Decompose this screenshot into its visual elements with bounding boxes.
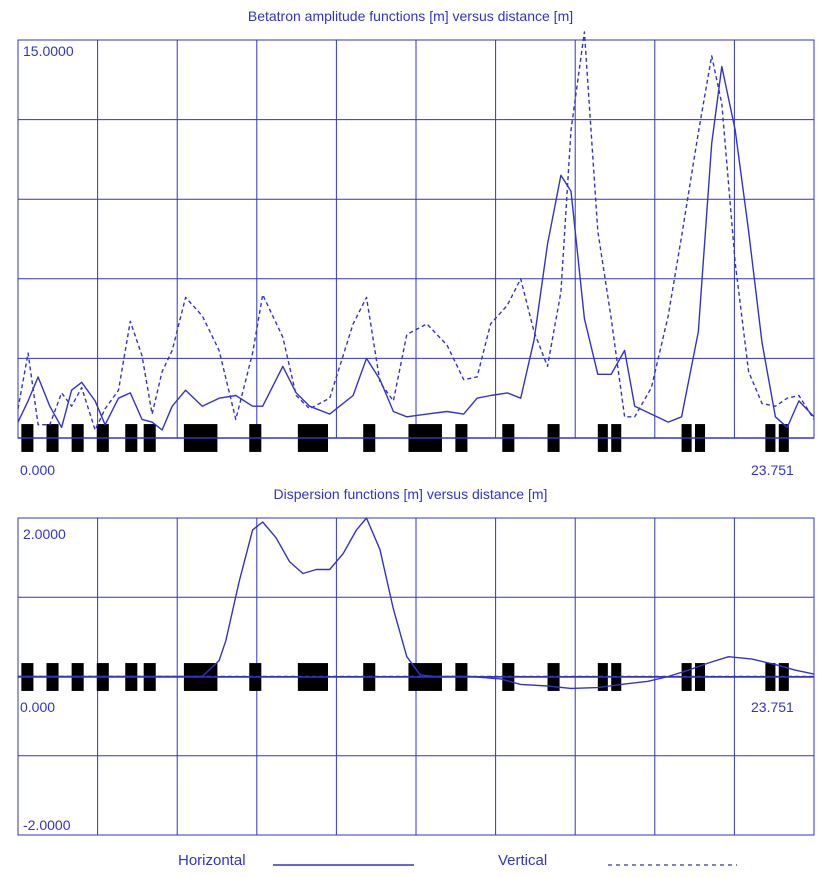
legend-vertical-label: Vertical [498,852,548,869]
betatron-x-max-label: 23.751 [751,462,794,478]
betatron-chart-title: Betatron amplitude functions [m] versus … [247,8,574,24]
legend-horizontal-line [273,864,414,866]
legend-horizontal-label: Horizontal [178,852,246,869]
dispersion-series-horizontal [18,517,815,690]
legend-vertical-line [608,864,737,866]
dispersion-y-max-label: 2.0000 [23,526,66,542]
betatron-series-horizontal [17,65,815,431]
dispersion-y-min-label: -2.0000 [23,817,71,833]
dispersion-chart-title: Dispersion functions [m] versus distance… [273,486,548,502]
betatron-y-max-label: 15.0000 [23,43,74,59]
betatron-x-min-label: 0.000 [20,462,56,478]
dispersion-x-max-label: 23.751 [751,699,794,715]
dispersion-x-min-label: 0.000 [20,699,56,715]
